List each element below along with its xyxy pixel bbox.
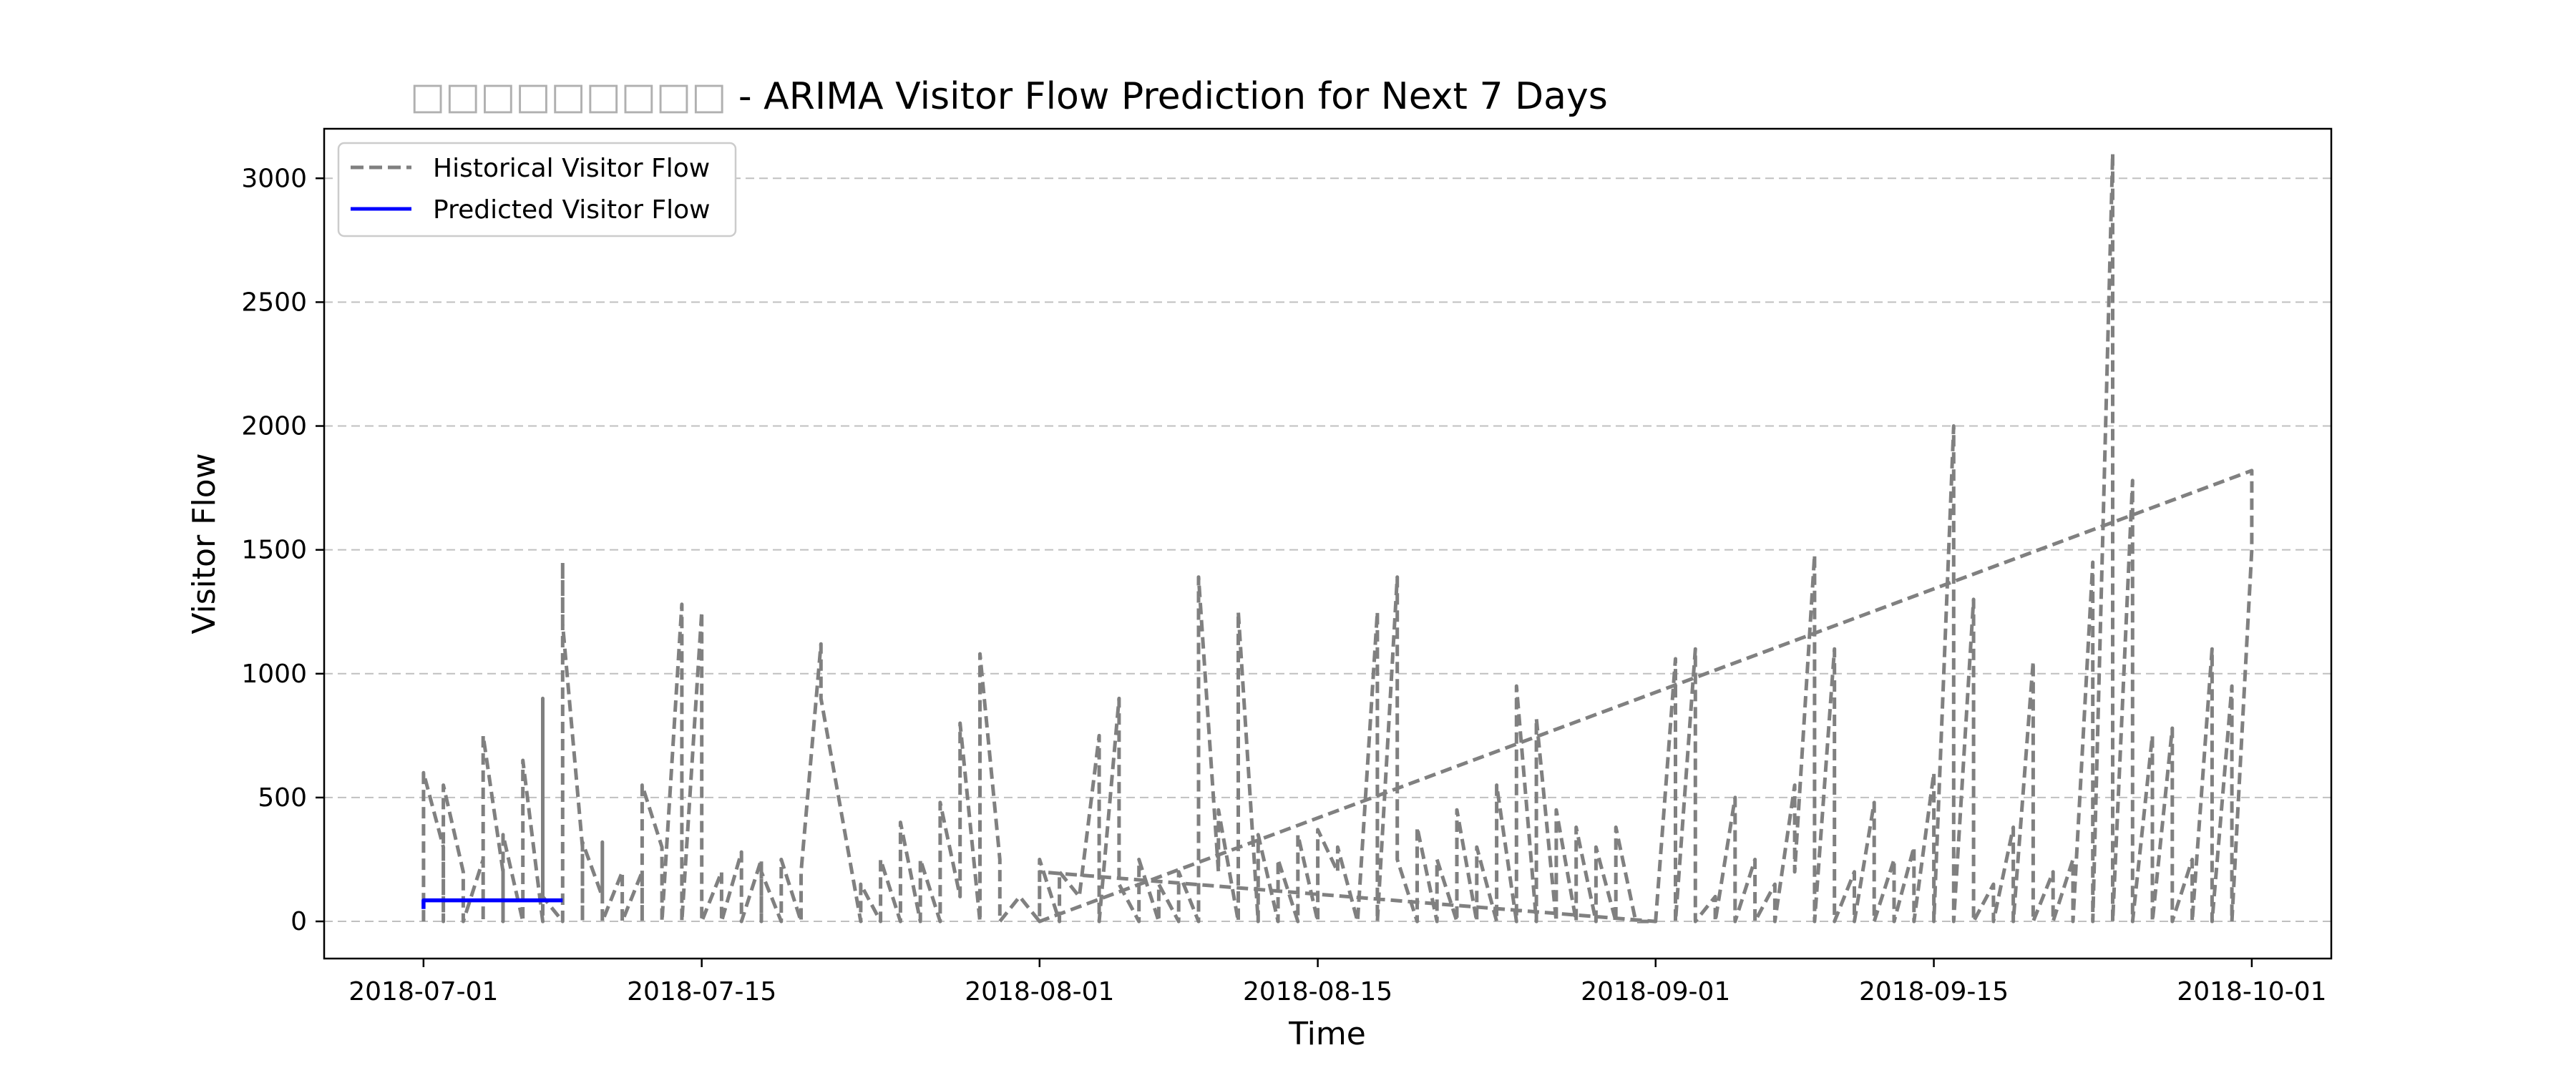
plot-frame xyxy=(323,127,2333,960)
y-tick-label: 500 xyxy=(258,783,307,813)
y-tick-label: 3000 xyxy=(241,164,307,193)
legend-frame xyxy=(337,142,737,237)
x-tick-label: 2018-10-01 xyxy=(2177,977,2326,1006)
series-line xyxy=(421,898,563,909)
legend: Historical Visitor Flow Predicted Visito… xyxy=(337,142,737,237)
x-axis-label: Time xyxy=(1288,1016,1366,1052)
series-line xyxy=(421,152,2254,923)
x-tick-label: 2018-09-15 xyxy=(1859,977,2009,1006)
y-tick-label: 2000 xyxy=(241,412,307,441)
series-historical xyxy=(421,152,2254,923)
x-tick-label: 2018-08-01 xyxy=(965,977,1114,1006)
y-gridlines xyxy=(324,177,2331,923)
series-layer xyxy=(421,152,2254,923)
y-tick-label: 0 xyxy=(291,907,307,936)
chart-title: □□□□□□□□□ - ARIMA Visitor Flow Predictio… xyxy=(410,75,1608,118)
y-tick-label: 1000 xyxy=(241,660,307,689)
title-glyphs: □□□□□□□□□ xyxy=(410,75,726,118)
y-tick-label: 2500 xyxy=(241,288,307,317)
y-axis-label: Visitor Flow xyxy=(186,453,223,634)
x-tick-label: 2018-08-15 xyxy=(1243,977,1392,1006)
title-suffix: - ARIMA Visitor Flow Prediction for Next… xyxy=(726,75,1608,118)
y-axis: 0 500 1000 1500 2000 2500 3000 xyxy=(241,164,324,936)
series-predicted xyxy=(421,898,563,909)
legend-label-historical: Historical Visitor Flow xyxy=(433,154,710,183)
legend-label-predicted: Predicted Visitor Flow xyxy=(433,195,711,225)
x-axis: 2018-07-01 2018-07-15 2018-08-01 2018-08-15… xyxy=(348,959,2327,1006)
x-tick-label: 2018-07-15 xyxy=(627,977,776,1006)
x-tick-label: 2018-07-01 xyxy=(348,977,498,1006)
y-tick-label: 1500 xyxy=(241,536,307,565)
x-tick-label: 2018-09-01 xyxy=(1581,977,1730,1006)
